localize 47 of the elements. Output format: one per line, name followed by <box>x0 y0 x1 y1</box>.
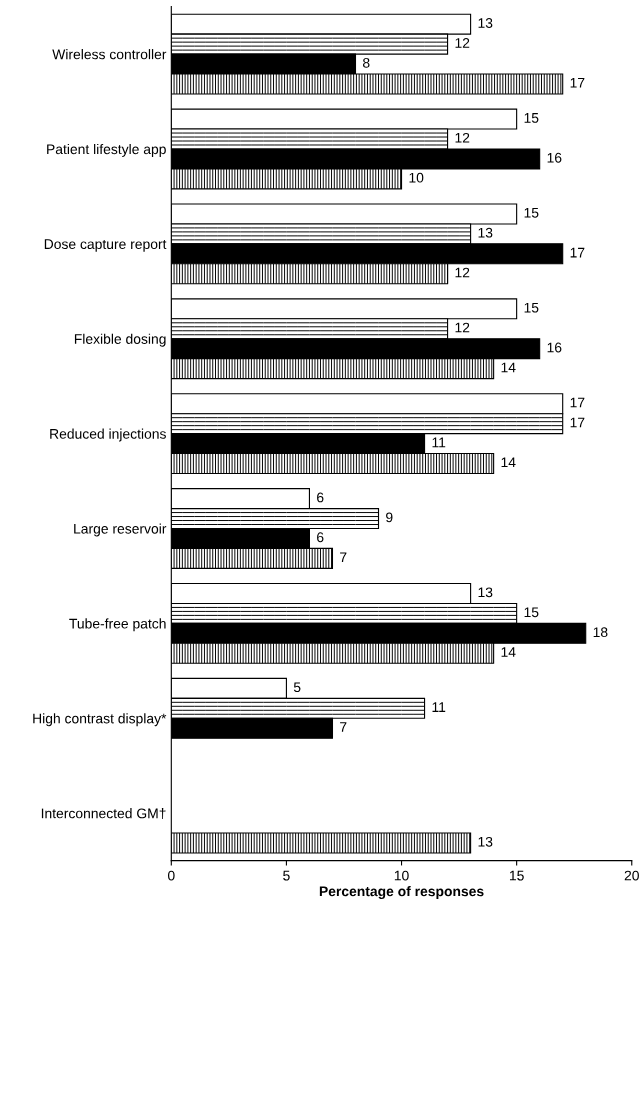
data-label: 13 <box>478 587 493 598</box>
data-label: 8 <box>363 57 370 68</box>
data-label: 6 <box>317 492 324 503</box>
y-tick-label: Flexible dosing <box>74 333 166 347</box>
data-label: 5 <box>293 682 301 693</box>
data-label: 17 <box>570 247 585 258</box>
y-tick-label: Large reservoir <box>74 523 167 537</box>
data-label: 14 <box>501 362 516 373</box>
data-label: 12 <box>455 267 470 278</box>
x-tick-label: 0 <box>167 870 175 881</box>
data-label: 11 <box>432 702 446 712</box>
data-label: 16 <box>547 152 562 163</box>
data-label: 14 <box>501 457 516 468</box>
data-label: 17 <box>570 78 585 88</box>
y-tick-label: Reduced injections <box>50 428 166 442</box>
y-tick-label: High contrast display* <box>33 713 167 727</box>
x-tick-label: 10 <box>394 870 409 881</box>
x-axis-title: Percentage of responses <box>319 886 484 900</box>
data-label: 13 <box>478 227 493 238</box>
data-label: 16 <box>547 342 562 353</box>
x-tick-label: 5 <box>283 870 290 881</box>
data-label: 15 <box>524 113 539 123</box>
y-tick-label: Patient lifestyle app <box>47 143 166 157</box>
x-tick-label: 15 <box>509 870 524 881</box>
data-label: 12 <box>455 132 470 143</box>
data-label: 12 <box>455 322 470 333</box>
data-label: 17 <box>570 417 585 428</box>
data-label: 11 <box>432 437 446 448</box>
data-label: 7 <box>340 552 347 562</box>
data-label: 17 <box>570 397 585 408</box>
data-label: 7 <box>340 722 347 732</box>
data-label: 15 <box>524 302 539 313</box>
y-tick-label: Wireless controller <box>52 49 167 60</box>
y-tick-label: Interconnected GM† <box>41 808 166 820</box>
y-tick-label: Dose capture report <box>44 239 167 252</box>
x-tick-label: 20 <box>624 870 639 881</box>
data-label: 9 <box>386 512 393 523</box>
data-label: 13 <box>478 836 493 847</box>
data-label: 10 <box>409 172 424 183</box>
data-label: 13 <box>478 18 493 28</box>
data-label: 15 <box>524 607 539 618</box>
data-label: 6 <box>317 532 324 543</box>
data-label: 12 <box>455 38 470 48</box>
data-label: 15 <box>524 208 539 218</box>
data-label: 14 <box>501 647 516 657</box>
data-label: 18 <box>593 627 608 638</box>
y-tick-label: Tube-free patch <box>69 618 166 632</box>
